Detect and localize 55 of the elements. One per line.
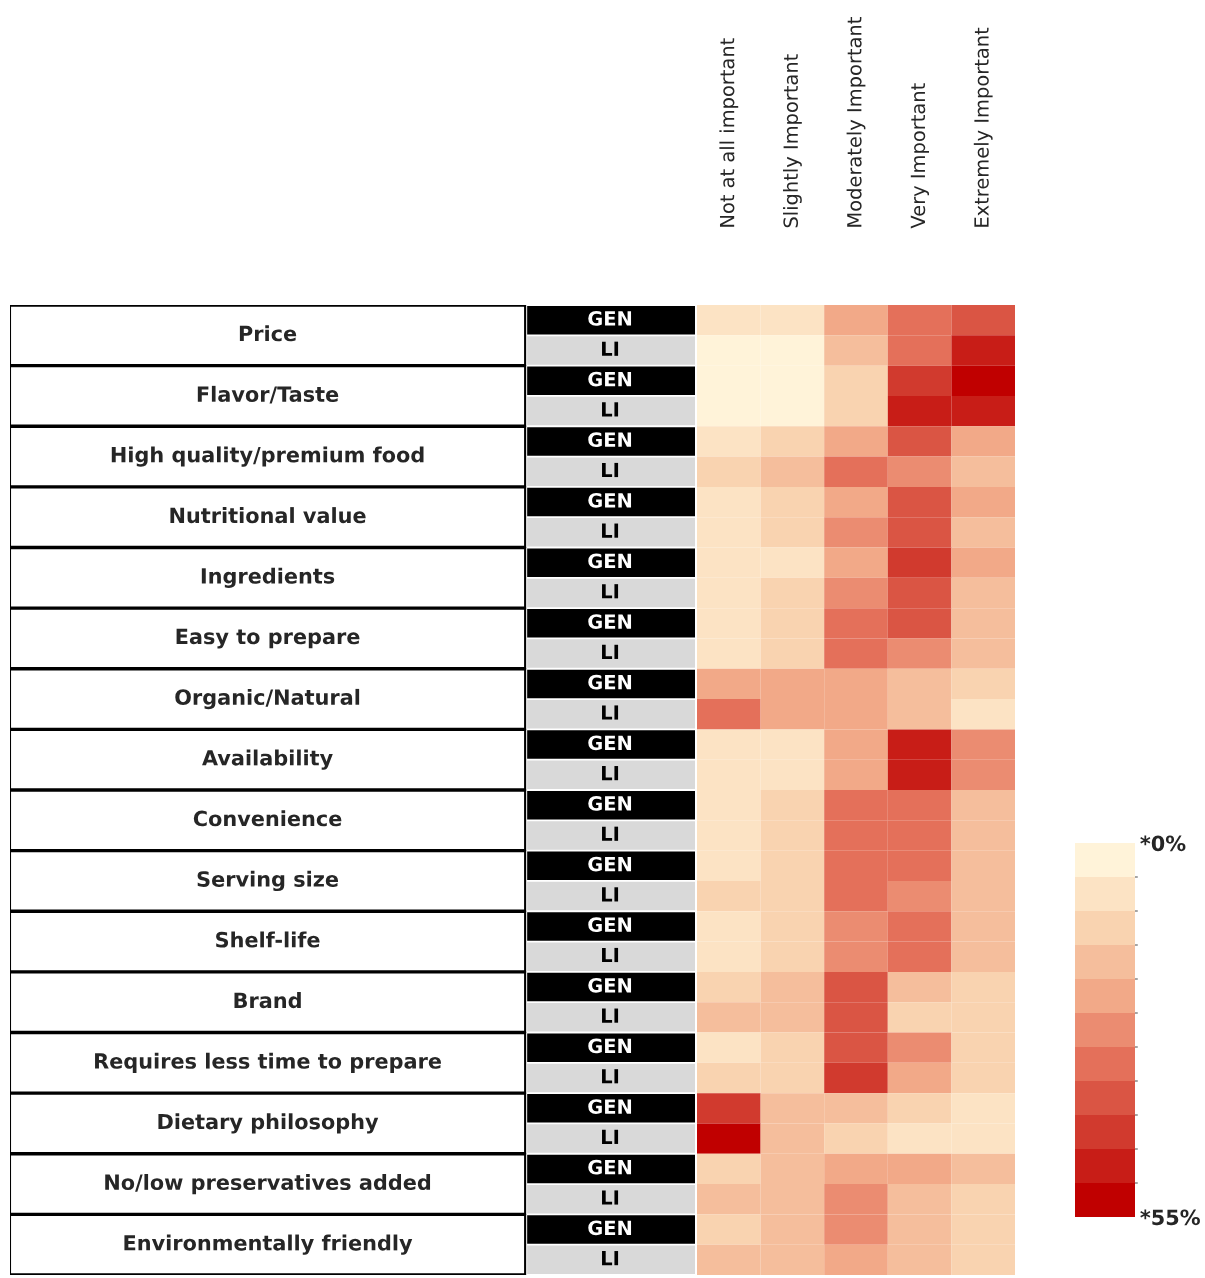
y2-tick-label: Organic/Natural [175,688,360,710]
y-tick-label: LI [602,402,619,417]
y-tick-label: GEN [588,917,632,933]
y-tick-label: GEN [588,1099,632,1114]
y2-tick-label: Nutritional value [170,507,366,524]
y2-tick-label: Shelf-life [216,931,320,948]
y-tick-label: LI [602,523,619,538]
y-tick-label: LI [602,1129,619,1144]
y-tick-label: GEN [588,856,632,872]
y2-tick-label: Dietary philosophy [158,1113,379,1134]
y-tick-label: LI [602,1251,619,1266]
y-tick-label: LI [602,826,619,841]
y2-tick-label: Convenience [193,810,342,827]
x-tick-label: Moderately Important [846,17,866,227]
y2-tick-label: Ingredients [201,567,335,588]
y-tick-label: LI [602,1069,619,1084]
x-tick-label: Extremely Important [973,27,993,227]
y2-tick-label: Environmentally friendly [124,1234,413,1255]
y-tick-label: LI [602,584,619,599]
y2-tick-label: High quality/premium food [111,446,424,467]
y-tick-label: GEN [588,674,632,690]
y-tick-label: GEN [588,1159,632,1175]
y-tick-label: LI [602,947,619,963]
y-tick-label: GEN [588,1220,632,1236]
y-tick-label: LI [602,341,619,356]
color-bar-label: *55% [1140,1209,1200,1226]
y-tick-label: GEN [588,553,632,569]
y-tick-label: GEN [588,796,632,811]
y-tick-label: LI [602,887,619,902]
y-tick-label: GEN [588,371,632,387]
y2-tick-label: Serving size [197,870,339,892]
y-tick-label: GEN [588,432,632,448]
y2-tick-label: Availability [202,749,333,770]
y-tick-label: LI [602,644,619,659]
y-tick-label: GEN [588,492,632,508]
x-tick-label: Not at all important [719,38,739,227]
y-tick-label: GEN [588,311,632,326]
y-tick-label: LI [602,462,619,478]
y-tick-label: LI [602,766,619,781]
y-tick-label: LI [602,1008,619,1023]
color-bar-label: *0% [1140,835,1186,852]
y-tick-label: LI [602,705,619,720]
y2-tick-label: Flavor/Taste [197,385,339,404]
y2-tick-label: Price [239,325,297,342]
y-tick-label: LI [602,1190,619,1205]
y-tick-label: GEN [588,614,632,629]
y-tick-label: GEN [588,735,632,751]
x-tick-label: Very Important [910,83,930,229]
y2-tick-label: Requires less time to prepare [95,1052,441,1073]
y-tick-label: GEN [588,1038,632,1054]
y-tick-label: GEN [588,977,632,993]
y2-tick-label: Easy to prepare [176,628,360,649]
y2-tick-label: Brand [234,992,301,1009]
y2-tick-label: No/low preservatives added [105,1173,431,1195]
x-tick-label: Slightly Important [782,54,802,228]
